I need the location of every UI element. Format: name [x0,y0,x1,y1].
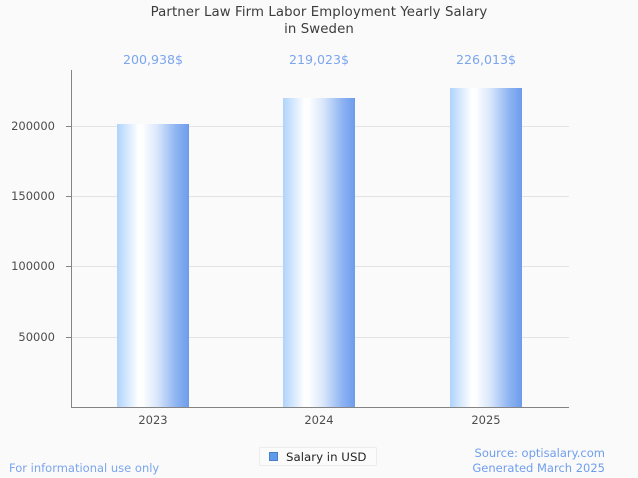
disclaimer-text: For informational use only [9,461,160,475]
y-axis-tick-label: 50000 [18,330,55,344]
bar-2025[interactable] [450,88,522,407]
generated-text: Generated March 2025 [472,461,605,475]
y-tick-mark [66,266,71,267]
x-axis-tick-label-2024: 2024 [304,413,334,427]
plot-area [66,70,569,408]
x-axis-tick-label-2023: 2023 [138,413,168,427]
bar-value-label-2023: 200,938$ [122,52,184,67]
legend[interactable]: Salary in USD [259,447,377,466]
y-axis-tick-label: 200000 [11,119,55,133]
legend-label: Salary in USD [286,449,367,464]
bar-2023[interactable] [117,124,189,407]
y-tick-mark [66,126,71,127]
x-axis-line [71,407,569,408]
y-axis-line [71,70,72,408]
y-tick-mark [66,337,71,338]
footer-attribution: Source: optisalary.com Generated March 2… [472,446,605,476]
y-tick-mark [66,196,71,197]
x-axis-tick-label-2025: 2025 [471,413,501,427]
bar-value-label-2024: 219,023$ [288,52,350,67]
y-axis-tick-labels: 200000 150000 100000 50000 [0,70,64,408]
source-text: Source: optisalary.com [474,446,605,460]
legend-swatch-icon [269,452,278,461]
chart-title: Partner Law Firm Labor Employment Yearly… [150,5,488,37]
y-axis-tick-label: 100000 [11,259,55,273]
bar-2024[interactable] [283,98,355,407]
bar-value-label-2025: 226,013$ [455,52,517,67]
y-axis-tick-label: 150000 [11,189,55,203]
